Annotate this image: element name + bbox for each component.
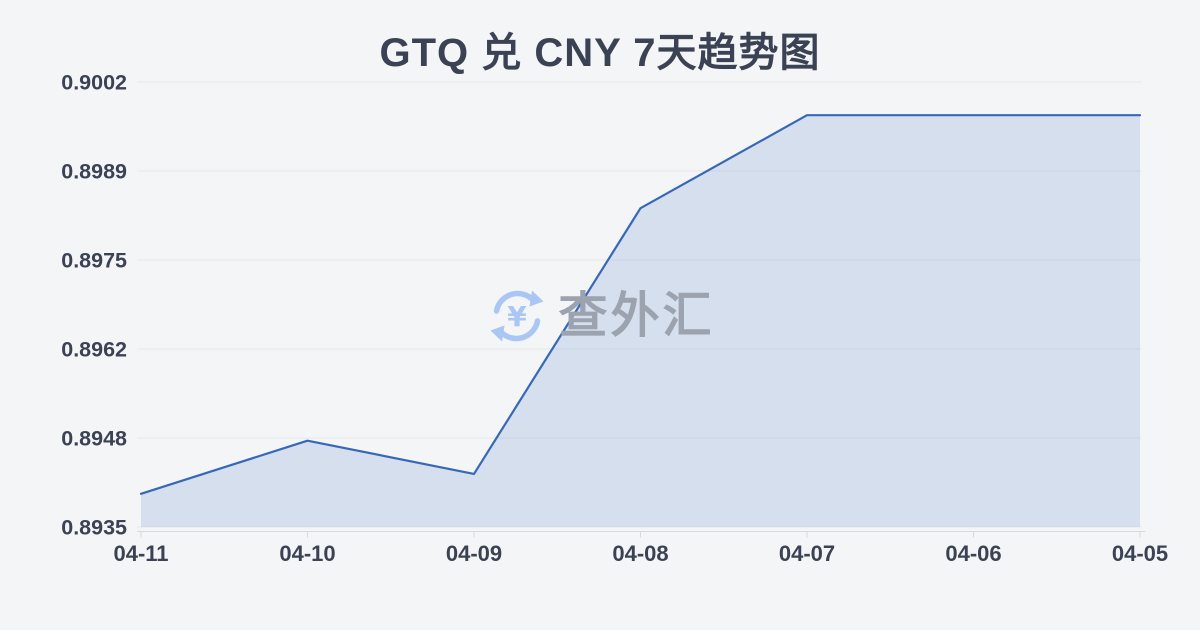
x-tick-label: 04-08: [612, 541, 668, 566]
page-title: GTQ 兑 CNY 7天趋势图: [379, 31, 821, 75]
y-tick-label: 0.8935: [61, 516, 127, 540]
y-tick-label: 0.9002: [61, 71, 127, 95]
y-tick-label: 0.8975: [61, 249, 127, 273]
x-tick-label: 04-06: [945, 541, 1001, 566]
y-tick-label: 0.8948: [61, 427, 127, 451]
x-tick-label: 04-05: [1112, 541, 1168, 566]
trend-line: [139, 114, 1142, 495]
x-tick-label: 04-11: [113, 541, 168, 566]
y-tick-label: 0.8989: [61, 160, 127, 184]
x-tick-label: 04-07: [779, 541, 835, 566]
area-fill: [141, 115, 1140, 527]
x-tick-label: 04-09: [446, 541, 502, 566]
x-tick-label: 04-10: [279, 541, 335, 566]
y-tick-label: 0.8962: [61, 338, 127, 362]
